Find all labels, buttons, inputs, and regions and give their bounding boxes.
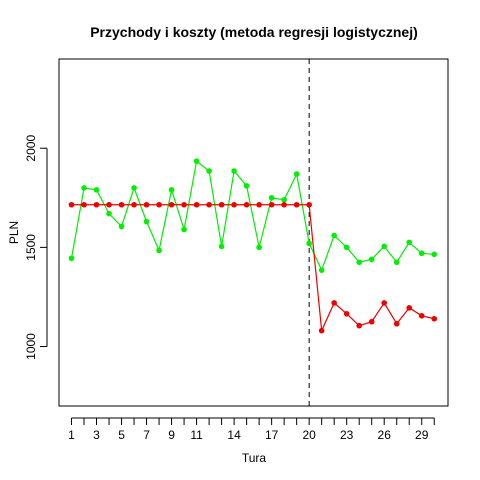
x-tick-label: 11 bbox=[190, 428, 203, 442]
series-2-point bbox=[118, 201, 125, 208]
x-axis: 1 3 5 7 9 11 14 17 20 23 26 29 bbox=[68, 417, 435, 442]
series-2-point bbox=[268, 201, 275, 208]
series-1-point bbox=[168, 187, 175, 193]
x-tick-label: 29 bbox=[415, 428, 429, 442]
series-2-point bbox=[256, 201, 262, 208]
series-1-point bbox=[231, 168, 237, 174]
series-2-point bbox=[93, 201, 100, 208]
plot-frame bbox=[58, 58, 449, 407]
series-2-point bbox=[156, 201, 162, 208]
series-1-point bbox=[218, 243, 225, 250]
series-1-line bbox=[70, 160, 435, 272]
series-1-point bbox=[106, 210, 112, 217]
series-1-point bbox=[293, 171, 300, 177]
series-1-point bbox=[418, 250, 425, 257]
series-2-point bbox=[393, 320, 400, 327]
series-layer bbox=[68, 158, 438, 334]
series-1-point bbox=[268, 195, 275, 201]
chart-title: Przychody i koszty (metoda regresji logi… bbox=[90, 24, 418, 40]
series-2-point bbox=[406, 305, 413, 311]
series-2-point bbox=[281, 201, 287, 208]
series-2-point bbox=[243, 201, 250, 208]
series-1-point bbox=[393, 259, 400, 266]
y-tick-label: 1000 bbox=[24, 333, 38, 360]
x-tick-label: 26 bbox=[378, 428, 392, 442]
y-tick-label: 2000 bbox=[24, 135, 38, 162]
series-1-point bbox=[81, 185, 87, 191]
series-1-point bbox=[431, 251, 438, 258]
y-axis: 1000 1500 2000 bbox=[24, 135, 48, 360]
series-2-point bbox=[381, 300, 388, 306]
y-axis-label: PLN bbox=[7, 221, 21, 244]
series-1-point bbox=[243, 183, 250, 189]
series-2-point bbox=[306, 201, 312, 208]
series-2-point bbox=[356, 322, 362, 329]
x-tick-label: 3 bbox=[93, 428, 100, 442]
series-2-point bbox=[106, 201, 112, 208]
x-axis-label: Tura bbox=[242, 451, 267, 465]
series-1-point bbox=[118, 223, 125, 230]
series-1-point bbox=[131, 185, 137, 191]
series-1-point bbox=[206, 168, 212, 174]
x-tick-label: 17 bbox=[265, 428, 279, 442]
series-2-point bbox=[331, 300, 337, 306]
series-1-point bbox=[93, 187, 100, 193]
series-2-point bbox=[293, 201, 300, 208]
series-2-point bbox=[143, 201, 150, 208]
series-2-point bbox=[231, 201, 237, 208]
series-2-point bbox=[218, 201, 225, 208]
series-1-point bbox=[143, 218, 150, 225]
series-2-point bbox=[431, 315, 438, 322]
series-1-point bbox=[356, 259, 362, 266]
series-1-point bbox=[343, 244, 350, 251]
x-tick-label: 9 bbox=[168, 428, 175, 442]
series-2-point bbox=[168, 201, 175, 208]
series-2-point bbox=[68, 201, 75, 208]
series-2-point bbox=[81, 201, 87, 208]
series-1-point bbox=[181, 226, 187, 233]
series-1-point bbox=[306, 240, 312, 247]
y-tick-label: 1500 bbox=[24, 234, 38, 261]
x-tick-label: 7 bbox=[143, 428, 150, 442]
series-2-point bbox=[368, 318, 375, 325]
series-1-point bbox=[281, 196, 287, 203]
series-2-point bbox=[318, 327, 325, 334]
series-1-point bbox=[381, 243, 388, 250]
series-1-point bbox=[193, 158, 200, 164]
x-tick-label: 5 bbox=[118, 428, 125, 442]
series-1-point bbox=[368, 256, 375, 263]
series-2-point bbox=[343, 310, 350, 317]
x-tick-label: 14 bbox=[227, 428, 241, 442]
series-1-point bbox=[256, 244, 262, 251]
series-2-point bbox=[418, 312, 425, 319]
series-2-point bbox=[206, 201, 212, 208]
series-1-point bbox=[318, 267, 325, 273]
x-tick-label: 23 bbox=[340, 428, 354, 442]
series-1-point bbox=[406, 239, 413, 246]
series-2-point bbox=[193, 201, 200, 208]
series-1-point bbox=[156, 247, 162, 254]
series-2-point bbox=[131, 201, 137, 208]
series-1-point bbox=[68, 255, 75, 262]
series-1-point bbox=[331, 232, 337, 239]
x-tick-label: 1 bbox=[68, 428, 75, 442]
series-2-point bbox=[181, 201, 187, 208]
x-tick-label: 20 bbox=[302, 428, 316, 442]
